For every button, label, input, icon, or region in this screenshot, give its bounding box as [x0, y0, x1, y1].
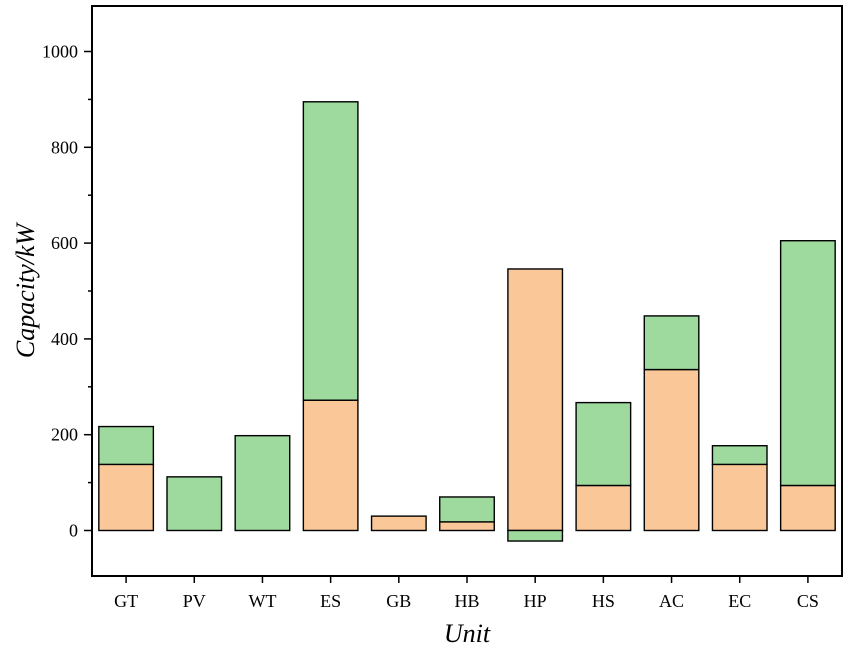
x-tick-label-pv: PV: [183, 591, 206, 611]
y-tick-label: 1000: [42, 42, 78, 62]
bar-hp-series-1: [507, 268, 564, 532]
y-tick-label: 400: [51, 329, 78, 349]
x-tick-label-es: ES: [320, 591, 341, 611]
y-tick-label: 600: [51, 233, 78, 253]
x-tick-label-ec: EC: [728, 591, 751, 611]
x-axis-title: Unit: [444, 619, 491, 648]
y-axis: 0 200 400 600 800 1000: [42, 42, 92, 540]
bar-gb-series-1: [370, 515, 427, 532]
bar-hb-series-2: [439, 496, 495, 523]
x-axis: GT PV WT ES GB HB HP HS AC EC CS: [114, 576, 819, 611]
y-tick-label: 0: [69, 520, 78, 540]
x-tick-label-hp: HP: [524, 591, 547, 611]
bar-wt-series-2: [234, 434, 291, 532]
bar-gt-series-2: [98, 425, 155, 466]
y-axis-title: Capacity/kW: [11, 222, 40, 359]
bar-hp-series-2: [507, 529, 564, 542]
y-tick-label: 800: [51, 137, 78, 157]
bar-cs-series-1: [779, 484, 836, 532]
bar-ac-series-2: [643, 315, 700, 371]
bar-ec-series-2: [711, 445, 768, 466]
bar-hs-series-1: [575, 484, 632, 532]
bar-hb-series-1: [439, 521, 495, 532]
x-tick-label-cs: CS: [797, 591, 819, 611]
bar-cs-series-2: [779, 240, 836, 487]
bar-ac-series-1: [643, 368, 700, 532]
x-tick-label-gb: GB: [386, 591, 411, 611]
bar-gt-series-1: [98, 463, 155, 532]
bar-ec-series-1: [711, 463, 768, 532]
bar-hs-series-2: [575, 401, 632, 487]
bar-es-series-1: [302, 399, 359, 532]
x-tick-label-ac: AC: [659, 591, 684, 611]
x-tick-label-gt: GT: [114, 591, 138, 611]
bar-pv-series-2: [166, 476, 223, 532]
bars-layer: [98, 101, 836, 542]
x-tick-label-wt: WT: [248, 591, 276, 611]
x-tick-label-hb: HB: [454, 591, 479, 611]
bar-es-series-2: [302, 101, 359, 401]
x-tick-label-hs: HS: [592, 591, 615, 611]
y-tick-label: 200: [51, 425, 78, 445]
